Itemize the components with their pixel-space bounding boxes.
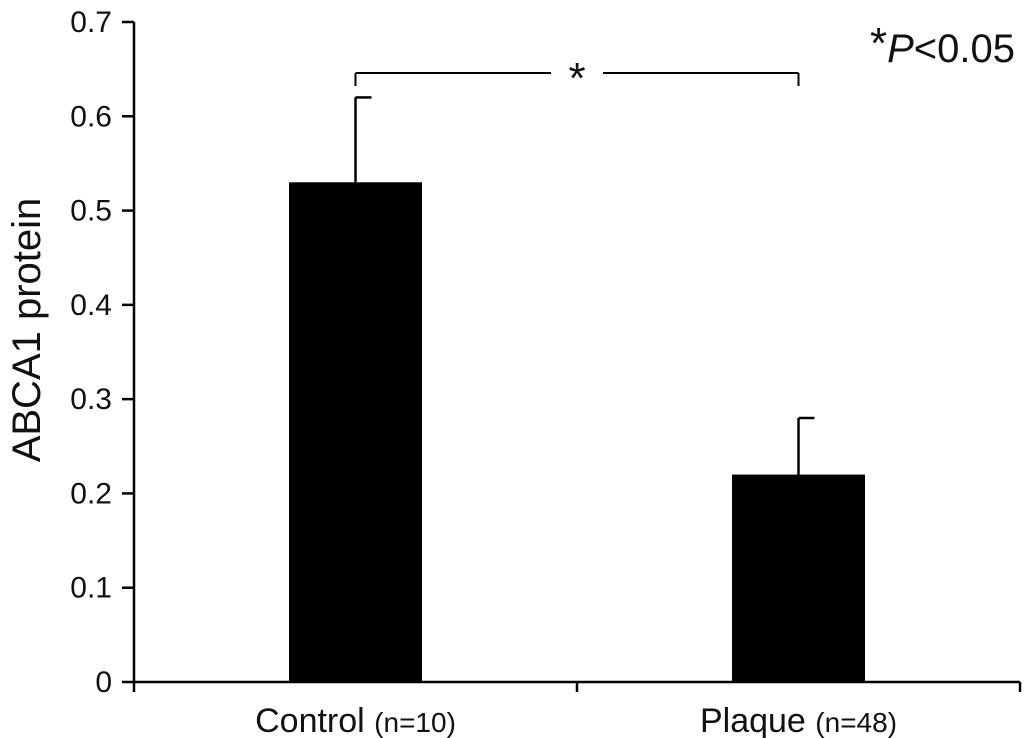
p-value-note: *P<0.05 (870, 19, 1015, 71)
category-name: Plaque (700, 702, 815, 738)
axes (132, 22, 1020, 684)
significance-bracket: * (354, 54, 800, 103)
significance-star: * (568, 54, 585, 103)
y-tick-label: 0 (95, 666, 112, 699)
bar-plaque (732, 474, 865, 682)
bars (289, 182, 865, 683)
category-sample-size: (n=10) (374, 707, 456, 738)
y-tick-label: 0.7 (70, 6, 112, 39)
y-axis-title: ABCA1 protein (5, 198, 49, 463)
p-value-symbol: P (887, 27, 914, 71)
category-label-control: Control (n=10) (255, 702, 456, 738)
y-tick-label: 0.4 (70, 289, 112, 322)
y-tick-label: 0.1 (70, 572, 112, 605)
y-tick-label: 0.3 (70, 383, 112, 416)
category-sample-size: (n=48) (815, 707, 897, 738)
category-labels: Control (n=10) Plaque (n=48) (255, 702, 897, 738)
x-ticks (132, 682, 1022, 692)
bar-control (289, 182, 422, 683)
category-name: Control (255, 702, 374, 738)
error-bars (354, 96, 815, 475)
y-ticks: 0 0.1 0.2 0.3 0.4 0.5 0.6 0.7 (70, 6, 134, 699)
category-label-plaque: Plaque (n=48) (700, 702, 897, 738)
p-value-star: * (870, 19, 887, 68)
p-value-threshold: <0.05 (914, 27, 1015, 71)
y-tick-label: 0.2 (70, 477, 112, 510)
y-tick-label: 0.5 (70, 195, 112, 228)
y-tick-label: 0.6 (70, 100, 112, 133)
